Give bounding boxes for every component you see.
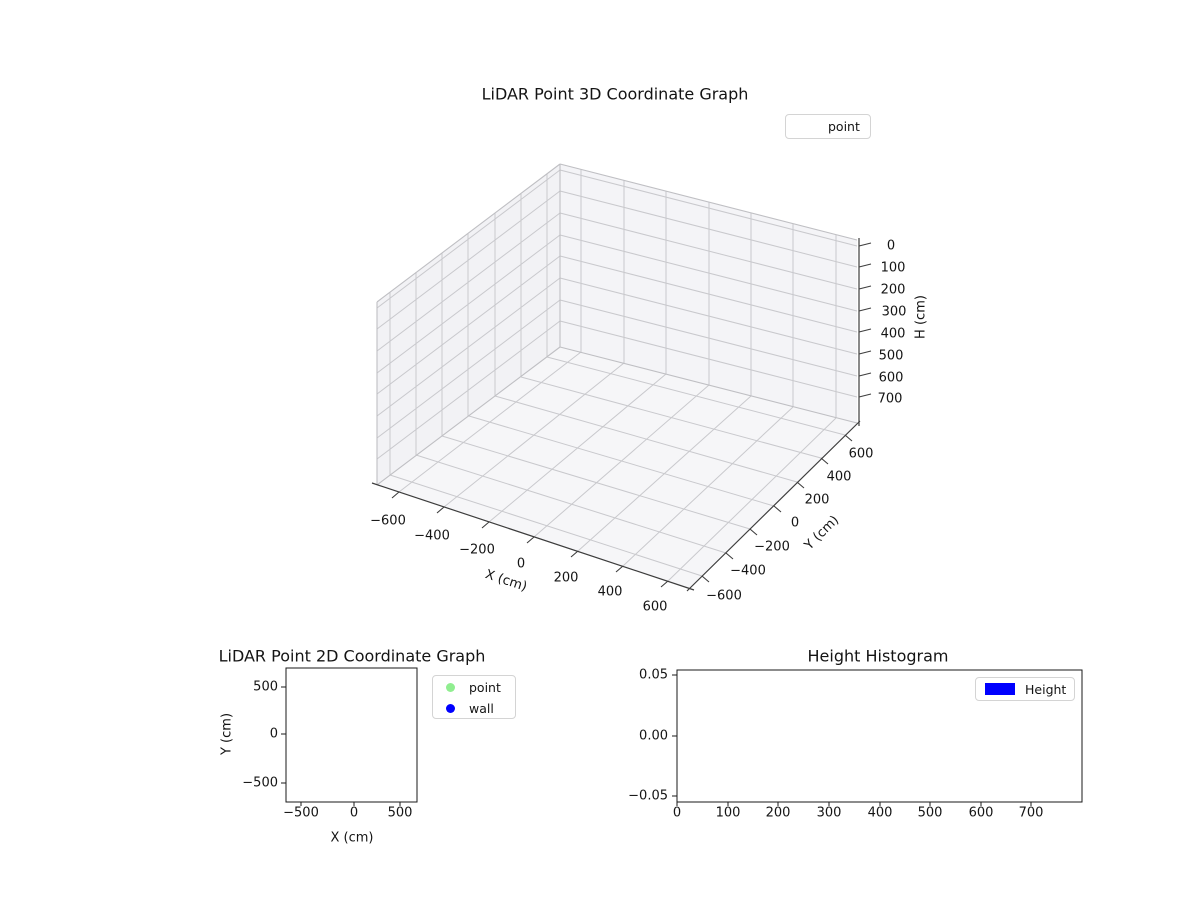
plot3d-y-tick-label: −600 [706, 588, 742, 604]
plot2d-x-tick-label: 0 [349, 805, 359, 821]
histogram-legend-item-height: Height [976, 678, 1074, 700]
histogram-x-tick-label: 100 [715, 805, 741, 821]
plot3d-z-tick-label: 600 [878, 370, 904, 386]
plot2d-legend-label: wall [469, 701, 494, 716]
wall-marker-icon [446, 704, 455, 713]
plot3d-grid [376, 169, 858, 582]
plot3d-x-tick-label: 400 [597, 584, 623, 600]
histogram-y-tick-label: −0.05 [628, 788, 668, 804]
plot3d-y-tick-label: −400 [730, 563, 766, 579]
plot2d-y-axis-label: Y (cm) [219, 712, 235, 756]
plot3d-y-tick-label: 400 [826, 469, 852, 485]
plot3d-z-tick-label: 100 [880, 260, 906, 276]
plot3d-title: LiDAR Point 3D Coordinate Graph [481, 84, 749, 104]
plot3d-x-tick-label: −600 [370, 513, 406, 529]
histogram-x-tick-label: 200 [765, 805, 791, 821]
plot2d-title: LiDAR Point 2D Coordinate Graph [218, 646, 486, 666]
histogram-y-tick-label: 0.00 [639, 728, 668, 744]
plot3d-x-tick-label: −400 [414, 528, 450, 544]
plot3d-x-tick-label: 600 [642, 599, 668, 615]
plot2d-legend: point wall [432, 675, 516, 719]
plot3d-tick-marks [391, 242, 872, 588]
plot3d-z-axis-label: H (cm) [913, 295, 929, 339]
plot3d-z-tick-label: 400 [880, 326, 906, 342]
plot3d-x-axis-line [371, 482, 695, 591]
plot3d-x-tick-label: 200 [553, 570, 579, 586]
plot3d-x-tick-label: −200 [459, 542, 495, 558]
plot3d-y-tick-label: −200 [754, 539, 790, 555]
plot3d-y-axis-line [686, 420, 861, 592]
plot3d-y-tick-label: 0 [790, 515, 800, 531]
histogram-x-tick-label: 700 [1018, 805, 1044, 821]
plot3d-box-edges [376, 163, 858, 486]
histogram-x-tick-label: 0 [672, 805, 682, 821]
histogram-y-tick-label: 0.05 [639, 667, 668, 683]
plot3d-y-tick-label: 200 [804, 492, 830, 508]
plot3d-legend-label: point [828, 119, 860, 134]
plot3d-y-tick-label: 600 [848, 446, 874, 462]
plot2d-legend-item-point: point [433, 677, 515, 698]
histogram-x-tick-label: 600 [968, 805, 994, 821]
plot3d-z-tick-label: 0 [886, 238, 896, 254]
histogram-x-tick-label: 400 [867, 805, 893, 821]
histogram-x-tick-label: 500 [917, 805, 943, 821]
plot3d-z-tick-label: 500 [878, 348, 904, 364]
plot2d-frame [281, 667, 418, 806]
plot2d-y-tick-label: 500 [253, 679, 278, 695]
histogram-legend-label: Height [1025, 681, 1067, 697]
plot3d-legend: point [785, 114, 871, 139]
plot3d-z-tick-label: 700 [877, 391, 903, 407]
histogram-x-tick-label: 300 [816, 805, 842, 821]
height-swatch-icon [985, 683, 1015, 695]
plot2d-x-tick-label: −500 [283, 805, 319, 821]
plot2d-x-axis-label: X (cm) [330, 830, 374, 846]
plot2d-x-tick-label: 500 [387, 805, 413, 821]
point-marker-icon [446, 683, 455, 692]
plot2d-legend-label: point [469, 680, 501, 695]
plot3d-z-tick-label: 200 [880, 282, 906, 298]
plot2d-y-tick-label: −500 [242, 775, 278, 791]
plot3d-x-tick-label: 0 [516, 556, 526, 572]
plot2d-legend-item-wall: wall [433, 698, 515, 719]
plot3d-z-tick-label: 300 [881, 304, 907, 320]
histogram-title: Height Histogram [807, 646, 949, 666]
plot2d-y-tick-label: 0 [269, 726, 278, 742]
histogram-legend: Height [975, 677, 1075, 701]
